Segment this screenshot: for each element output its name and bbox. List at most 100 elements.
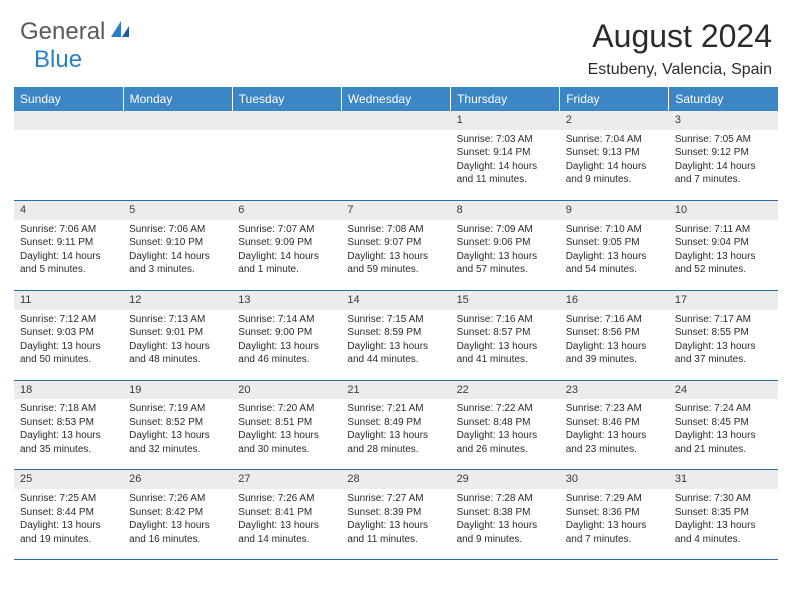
sunset-line: Sunset: 8:56 PM — [566, 326, 663, 340]
sunset-line: Sunset: 8:51 PM — [238, 416, 335, 430]
day-number: 30 — [560, 470, 669, 489]
sunrise-line: Sunrise: 7:22 AM — [457, 402, 554, 416]
day-cell: 13Sunrise: 7:14 AMSunset: 9:00 PMDayligh… — [232, 290, 341, 380]
sunrise-line: Sunrise: 7:05 AM — [675, 133, 772, 147]
daylight-line: Daylight: 13 hours and 32 minutes. — [129, 429, 226, 456]
day-data: Sunrise: 7:15 AMSunset: 8:59 PMDaylight:… — [341, 310, 450, 380]
day-cell: 16Sunrise: 7:16 AMSunset: 8:56 PMDayligh… — [560, 290, 669, 380]
day-data: Sunrise: 7:06 AMSunset: 9:10 PMDaylight:… — [123, 220, 232, 290]
daylight-line: Daylight: 13 hours and 59 minutes. — [347, 250, 444, 277]
sunset-line: Sunset: 9:01 PM — [129, 326, 226, 340]
day-number: 11 — [14, 291, 123, 310]
day-number: 14 — [341, 291, 450, 310]
day-data: Sunrise: 7:30 AMSunset: 8:35 PMDaylight:… — [669, 489, 778, 559]
sunrise-line: Sunrise: 7:20 AM — [238, 402, 335, 416]
sunset-line: Sunset: 8:36 PM — [566, 506, 663, 520]
sunrise-line: Sunrise: 7:29 AM — [566, 492, 663, 506]
sunrise-line: Sunrise: 7:30 AM — [675, 492, 772, 506]
day-data: Sunrise: 7:29 AMSunset: 8:36 PMDaylight:… — [560, 489, 669, 559]
sunset-line: Sunset: 8:49 PM — [347, 416, 444, 430]
sunrise-line: Sunrise: 7:07 AM — [238, 223, 335, 237]
day-number — [14, 111, 123, 130]
day-cell: 7Sunrise: 7:08 AMSunset: 9:07 PMDaylight… — [341, 200, 450, 290]
sunrise-line: Sunrise: 7:10 AM — [566, 223, 663, 237]
dow-tuesday: Tuesday — [232, 87, 341, 111]
day-data: Sunrise: 7:24 AMSunset: 8:45 PMDaylight:… — [669, 399, 778, 469]
sunset-line: Sunset: 8:59 PM — [347, 326, 444, 340]
sunset-line: Sunset: 8:55 PM — [675, 326, 772, 340]
day-cell: 2Sunrise: 7:04 AMSunset: 9:13 PMDaylight… — [560, 111, 669, 200]
day-cell: 11Sunrise: 7:12 AMSunset: 9:03 PMDayligh… — [14, 290, 123, 380]
title-block: August 2024 Estubeny, Valencia, Spain — [588, 18, 772, 79]
day-cell: 26Sunrise: 7:26 AMSunset: 8:42 PMDayligh… — [123, 470, 232, 560]
daylight-line: Daylight: 13 hours and 52 minutes. — [675, 250, 772, 277]
daylight-line: Daylight: 13 hours and 16 minutes. — [129, 519, 226, 546]
sunset-line: Sunset: 8:38 PM — [457, 506, 554, 520]
day-cell: 5Sunrise: 7:06 AMSunset: 9:10 PMDaylight… — [123, 200, 232, 290]
sunset-line: Sunset: 9:13 PM — [566, 146, 663, 160]
sunrise-line: Sunrise: 7:19 AM — [129, 402, 226, 416]
dow-wednesday: Wednesday — [341, 87, 450, 111]
sunset-line: Sunset: 9:12 PM — [675, 146, 772, 160]
dow-row: SundayMondayTuesdayWednesdayThursdayFrid… — [14, 87, 778, 111]
sunset-line: Sunset: 8:44 PM — [20, 506, 117, 520]
daylight-line: Daylight: 13 hours and 54 minutes. — [566, 250, 663, 277]
dow-monday: Monday — [123, 87, 232, 111]
day-number: 24 — [669, 381, 778, 400]
day-cell: 14Sunrise: 7:15 AMSunset: 8:59 PMDayligh… — [341, 290, 450, 380]
day-data: Sunrise: 7:25 AMSunset: 8:44 PMDaylight:… — [14, 489, 123, 559]
dow-thursday: Thursday — [451, 87, 560, 111]
day-data: Sunrise: 7:18 AMSunset: 8:53 PMDaylight:… — [14, 399, 123, 469]
day-cell: 25Sunrise: 7:25 AMSunset: 8:44 PMDayligh… — [14, 470, 123, 560]
daylight-line: Daylight: 13 hours and 23 minutes. — [566, 429, 663, 456]
day-cell: 10Sunrise: 7:11 AMSunset: 9:04 PMDayligh… — [669, 200, 778, 290]
sunrise-line: Sunrise: 7:26 AM — [238, 492, 335, 506]
day-number: 9 — [560, 201, 669, 220]
day-data: Sunrise: 7:13 AMSunset: 9:01 PMDaylight:… — [123, 310, 232, 380]
sunset-line: Sunset: 9:14 PM — [457, 146, 554, 160]
sunrise-line: Sunrise: 7:21 AM — [347, 402, 444, 416]
week-row: 11Sunrise: 7:12 AMSunset: 9:03 PMDayligh… — [14, 290, 778, 380]
sunset-line: Sunset: 9:07 PM — [347, 236, 444, 250]
sunset-line: Sunset: 8:39 PM — [347, 506, 444, 520]
week-row: 25Sunrise: 7:25 AMSunset: 8:44 PMDayligh… — [14, 470, 778, 560]
day-number: 26 — [123, 470, 232, 489]
daylight-line: Daylight: 14 hours and 7 minutes. — [675, 160, 772, 187]
day-data: Sunrise: 7:19 AMSunset: 8:52 PMDaylight:… — [123, 399, 232, 469]
sunrise-line: Sunrise: 7:27 AM — [347, 492, 444, 506]
dow-saturday: Saturday — [669, 87, 778, 111]
day-number: 8 — [451, 201, 560, 220]
day-data: Sunrise: 7:20 AMSunset: 8:51 PMDaylight:… — [232, 399, 341, 469]
daylight-line: Daylight: 14 hours and 9 minutes. — [566, 160, 663, 187]
daylight-line: Daylight: 14 hours and 3 minutes. — [129, 250, 226, 277]
day-cell: 17Sunrise: 7:17 AMSunset: 8:55 PMDayligh… — [669, 290, 778, 380]
sunrise-line: Sunrise: 7:26 AM — [129, 492, 226, 506]
month-title: August 2024 — [588, 18, 772, 55]
daylight-line: Daylight: 14 hours and 5 minutes. — [20, 250, 117, 277]
day-number: 27 — [232, 470, 341, 489]
day-cell: 27Sunrise: 7:26 AMSunset: 8:41 PMDayligh… — [232, 470, 341, 560]
day-cell: 22Sunrise: 7:22 AMSunset: 8:48 PMDayligh… — [451, 380, 560, 470]
empty-cell — [123, 111, 232, 200]
sunrise-line: Sunrise: 7:28 AM — [457, 492, 554, 506]
day-data: Sunrise: 7:23 AMSunset: 8:46 PMDaylight:… — [560, 399, 669, 469]
sunrise-line: Sunrise: 7:18 AM — [20, 402, 117, 416]
daylight-line: Daylight: 13 hours and 4 minutes. — [675, 519, 772, 546]
day-number: 23 — [560, 381, 669, 400]
sunset-line: Sunset: 8:45 PM — [675, 416, 772, 430]
sunrise-line: Sunrise: 7:12 AM — [20, 313, 117, 327]
day-data: Sunrise: 7:12 AMSunset: 9:03 PMDaylight:… — [14, 310, 123, 380]
day-data: Sunrise: 7:10 AMSunset: 9:05 PMDaylight:… — [560, 220, 669, 290]
sunset-line: Sunset: 9:05 PM — [566, 236, 663, 250]
daylight-line: Daylight: 13 hours and 50 minutes. — [20, 340, 117, 367]
day-number: 15 — [451, 291, 560, 310]
day-data: Sunrise: 7:26 AMSunset: 8:42 PMDaylight:… — [123, 489, 232, 559]
daylight-line: Daylight: 13 hours and 37 minutes. — [675, 340, 772, 367]
day-data: Sunrise: 7:07 AMSunset: 9:09 PMDaylight:… — [232, 220, 341, 290]
daylight-line: Daylight: 13 hours and 7 minutes. — [566, 519, 663, 546]
sunrise-line: Sunrise: 7:03 AM — [457, 133, 554, 147]
daylight-line: Daylight: 13 hours and 26 minutes. — [457, 429, 554, 456]
day-number: 1 — [451, 111, 560, 130]
empty-cell — [232, 111, 341, 200]
sunset-line: Sunset: 9:04 PM — [675, 236, 772, 250]
